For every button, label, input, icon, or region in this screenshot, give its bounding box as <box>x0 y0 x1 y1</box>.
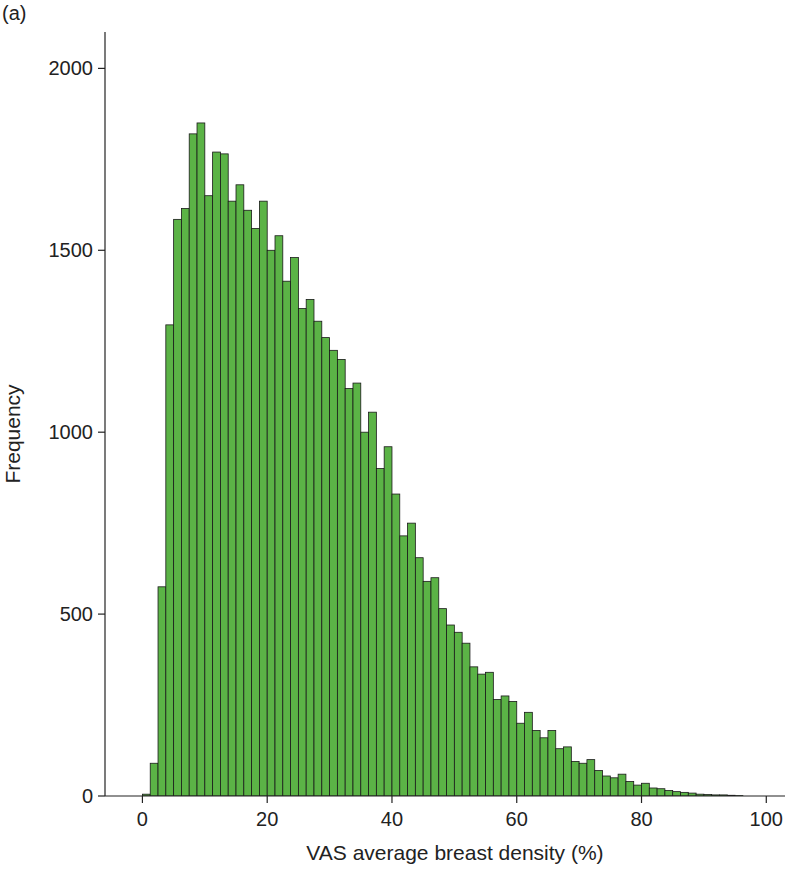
bar <box>314 321 322 796</box>
x-tick <box>391 796 392 803</box>
bar <box>501 696 509 796</box>
bar <box>470 667 478 796</box>
bar <box>376 469 384 796</box>
bar <box>384 447 392 796</box>
x-tick-label: 0 <box>137 808 148 830</box>
bar <box>361 432 369 796</box>
bar <box>267 250 275 796</box>
bar <box>322 338 330 796</box>
bar <box>345 389 353 796</box>
x-tick <box>516 796 517 803</box>
bar <box>189 134 197 796</box>
y-tick <box>98 432 105 433</box>
bar <box>181 208 189 796</box>
title: (a) <box>2 2 26 24</box>
bar <box>642 783 650 796</box>
y-axis-label: Frequency <box>1 384 24 484</box>
x-tick-label: 20 <box>256 808 278 830</box>
bar <box>603 776 611 796</box>
bar <box>525 712 533 796</box>
y-tick-label: 2000 <box>49 57 94 79</box>
bar <box>283 281 291 796</box>
bar <box>150 763 158 796</box>
y-axis <box>104 32 105 796</box>
x-tick-label: 80 <box>630 808 652 830</box>
bar <box>610 778 618 796</box>
bar <box>174 219 182 796</box>
bar <box>649 788 657 796</box>
bar <box>298 308 306 796</box>
bar <box>564 747 572 796</box>
bar <box>486 672 494 796</box>
bar <box>634 785 642 796</box>
bar <box>244 210 252 796</box>
bar <box>400 536 408 796</box>
bar <box>275 236 283 796</box>
x-tick <box>267 796 268 803</box>
x-tick <box>766 796 767 803</box>
bar <box>392 494 400 796</box>
bar <box>220 154 228 796</box>
y-tick-label: 500 <box>60 603 93 625</box>
bar <box>415 558 423 796</box>
bar <box>673 792 681 796</box>
bar <box>587 760 595 796</box>
y-tick <box>98 613 105 614</box>
bar <box>197 123 205 796</box>
bar <box>454 632 462 796</box>
bar <box>665 791 673 796</box>
x-axis-label: VAS average breast density (%) <box>306 841 603 864</box>
x-tick-label: 60 <box>506 808 528 830</box>
y-tick <box>98 795 105 796</box>
bar <box>493 700 501 796</box>
chart: 0 500 1000 1500 2000 0 20 40 60 80 100 VAS average … <box>0 0 800 872</box>
bar <box>595 771 603 796</box>
bar <box>447 625 455 796</box>
y-tick-label: 1500 <box>49 239 94 261</box>
x-tick <box>641 796 642 803</box>
x-tick-label: 100 <box>750 808 783 830</box>
bar <box>259 201 267 796</box>
x-tick-label: 40 <box>381 808 403 830</box>
bar <box>626 781 634 796</box>
bar <box>657 789 665 796</box>
bar <box>306 299 314 796</box>
bar <box>579 763 587 796</box>
bar <box>478 674 486 796</box>
bar <box>166 325 174 796</box>
bar <box>213 152 221 796</box>
bar <box>532 731 540 796</box>
bar <box>369 412 377 796</box>
bar <box>353 383 361 796</box>
y-tick-label: 1000 <box>49 421 94 443</box>
bar <box>540 738 548 796</box>
bar <box>228 201 236 796</box>
bar <box>205 196 213 796</box>
y-tick <box>98 250 105 251</box>
bar <box>252 228 260 796</box>
bar <box>548 731 556 796</box>
bar <box>556 749 564 796</box>
bar <box>509 701 517 796</box>
bar <box>236 185 244 796</box>
y-tick <box>98 68 105 69</box>
bar <box>408 523 416 796</box>
bar <box>571 761 579 796</box>
bars <box>142 123 742 796</box>
bar <box>330 350 338 796</box>
bar <box>431 578 439 796</box>
bar <box>517 723 525 796</box>
x-axis <box>105 795 785 796</box>
y-tick-label: 0 <box>82 785 93 807</box>
bar <box>158 587 166 796</box>
bar <box>423 581 431 796</box>
bar <box>439 609 447 796</box>
bar <box>291 258 299 796</box>
bar <box>337 359 345 796</box>
bar <box>618 774 626 796</box>
x-tick <box>142 796 143 803</box>
bar <box>462 643 470 796</box>
